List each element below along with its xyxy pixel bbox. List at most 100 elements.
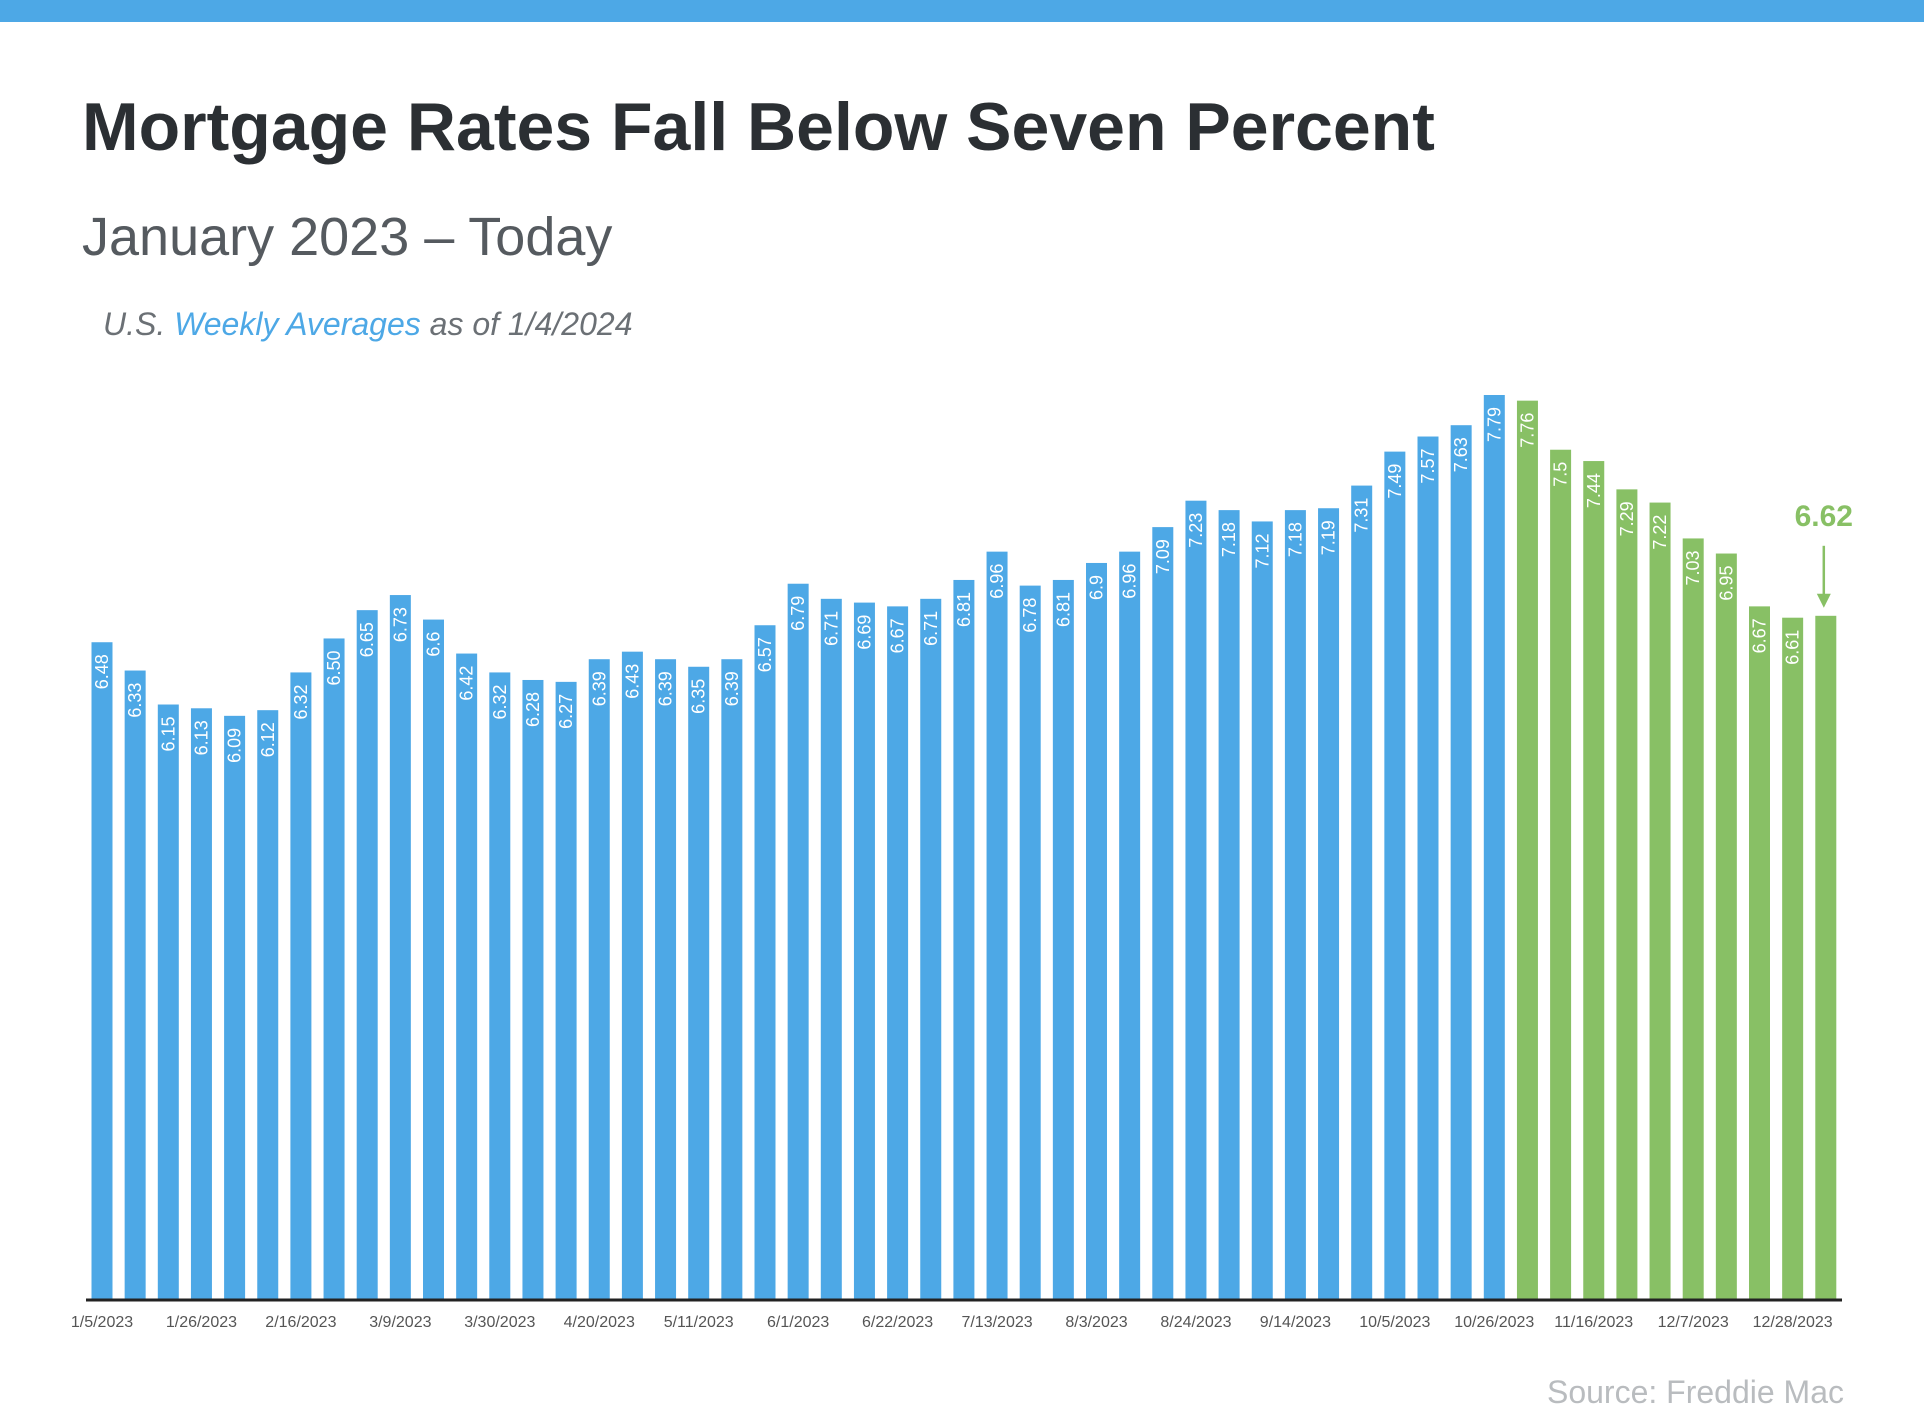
bar <box>754 625 776 1299</box>
bar <box>323 638 345 1299</box>
bar <box>986 551 1008 1299</box>
bar <box>1550 449 1572 1299</box>
bar <box>124 670 146 1299</box>
bar-value-label: 6.33 <box>125 683 145 718</box>
bar <box>1616 489 1638 1299</box>
bar-value-label: 6.39 <box>656 671 676 706</box>
bar <box>224 715 246 1299</box>
bar-value-label: 6.81 <box>954 592 974 627</box>
bar-value-label: 7.76 <box>1517 413 1537 448</box>
x-tick-label: 12/28/2023 <box>1753 1314 1833 1331</box>
bar-value-label: 6.81 <box>1053 592 1073 627</box>
bar <box>1516 400 1538 1299</box>
bar <box>1185 500 1207 1299</box>
bar-value-label: 6.79 <box>788 596 808 631</box>
bar <box>555 681 577 1299</box>
bar <box>787 583 809 1299</box>
bar-value-label: 7.44 <box>1584 473 1604 508</box>
bar-value-label: 7.19 <box>1319 520 1339 555</box>
x-tick-label: 6/1/2023 <box>767 1314 829 1331</box>
bar <box>1318 508 1340 1299</box>
bar-value-label: 6.96 <box>1120 564 1140 599</box>
x-tick-label: 11/16/2023 <box>1554 1314 1633 1331</box>
bar-value-label: 7.29 <box>1617 501 1637 536</box>
bar <box>1583 461 1605 1299</box>
bar <box>621 651 643 1299</box>
x-tick-label: 3/9/2023 <box>369 1314 431 1331</box>
bar <box>1086 562 1107 1299</box>
bar-value-label: 6.6 <box>424 632 444 657</box>
bar-value-label: 7.23 <box>1186 513 1206 548</box>
bar <box>1218 510 1240 1299</box>
bar-value-label: 6.27 <box>556 694 576 729</box>
x-tick-label: 8/3/2023 <box>1065 1314 1127 1331</box>
bar-value-label: 7.12 <box>1252 533 1272 568</box>
bar-value-label: 7.49 <box>1385 464 1405 499</box>
bar-value-label: 7.18 <box>1285 522 1305 557</box>
bar-value-label: 6.65 <box>357 622 377 657</box>
bar-value-label: 7.22 <box>1650 515 1670 550</box>
bar-value-label: 6.95 <box>1716 566 1736 601</box>
bar <box>356 610 378 1299</box>
bar <box>887 606 909 1299</box>
bar-value-label: 7.18 <box>1219 522 1239 557</box>
x-tick-label: 3/30/2023 <box>464 1314 535 1331</box>
bar-value-label: 6.39 <box>722 671 742 706</box>
bar-value-label: 7.09 <box>1153 539 1173 574</box>
x-tick-label: 10/26/2023 <box>1454 1314 1534 1331</box>
bar <box>1649 502 1671 1300</box>
bar-value-label: 6.13 <box>191 720 211 755</box>
bar-value-label: 6.71 <box>921 611 941 646</box>
bar <box>1815 615 1837 1299</box>
bar-value-label: 6.39 <box>589 671 609 706</box>
bar-value-label: 6.69 <box>854 615 874 650</box>
bar-value-label: 7.03 <box>1683 550 1703 585</box>
bar-value-label: 6.43 <box>622 664 642 699</box>
bar-value-label: 6.32 <box>291 684 311 719</box>
bar <box>1483 395 1505 1299</box>
bar <box>290 672 312 1299</box>
bar <box>91 642 113 1299</box>
bar <box>1749 606 1770 1299</box>
annotation-label: 6.62 <box>1795 500 1853 533</box>
bar-value-label: 6.12 <box>258 722 278 757</box>
bar-value-label: 6.48 <box>92 654 112 689</box>
bar <box>688 666 710 1299</box>
x-tick-label: 10/5/2023 <box>1359 1314 1430 1331</box>
bar <box>721 659 743 1299</box>
bar <box>1052 579 1074 1299</box>
x-tick-label: 12/7/2023 <box>1658 1314 1729 1331</box>
bar-value-label: 6.35 <box>689 679 709 714</box>
bar <box>655 659 677 1299</box>
bar-value-label: 7.63 <box>1451 437 1471 472</box>
x-tick-label: 2/16/2023 <box>265 1314 336 1331</box>
bar <box>190 708 212 1299</box>
bar-value-label: 6.61 <box>1783 630 1803 665</box>
chart-title: Mortgage Rates Fall Below Seven Percent <box>82 89 1435 165</box>
x-tick-label: 1/5/2023 <box>71 1314 133 1331</box>
bar-value-label: 6.67 <box>1750 618 1770 653</box>
note-highlight: Weekly Averages <box>174 306 421 342</box>
bar <box>1384 451 1406 1300</box>
bar-value-label: 6.42 <box>457 666 477 701</box>
source-label: Source: Freddie Mac <box>1546 1374 1844 1410</box>
bar-value-label: 6.67 <box>888 618 908 653</box>
bar <box>257 710 279 1299</box>
bar <box>489 672 511 1299</box>
bar-value-label: 6.09 <box>225 728 245 763</box>
bar-value-label: 7.57 <box>1418 449 1438 484</box>
bar-value-label: 6.9 <box>1087 575 1107 600</box>
x-tick-label: 5/11/2023 <box>664 1314 734 1331</box>
bar-value-label: 7.5 <box>1551 462 1571 487</box>
note-prefix: U.S. <box>103 306 175 342</box>
x-tick-label: 6/22/2023 <box>862 1314 933 1331</box>
bar <box>157 704 179 1299</box>
bar <box>456 653 478 1299</box>
annotation-arrow-head-icon <box>1816 593 1831 608</box>
bar <box>1715 553 1737 1299</box>
bar-value-label: 6.32 <box>490 684 510 719</box>
bar <box>1782 617 1804 1299</box>
top-accent-bar <box>0 0 1924 22</box>
bar <box>1251 521 1273 1299</box>
bar <box>853 602 875 1299</box>
